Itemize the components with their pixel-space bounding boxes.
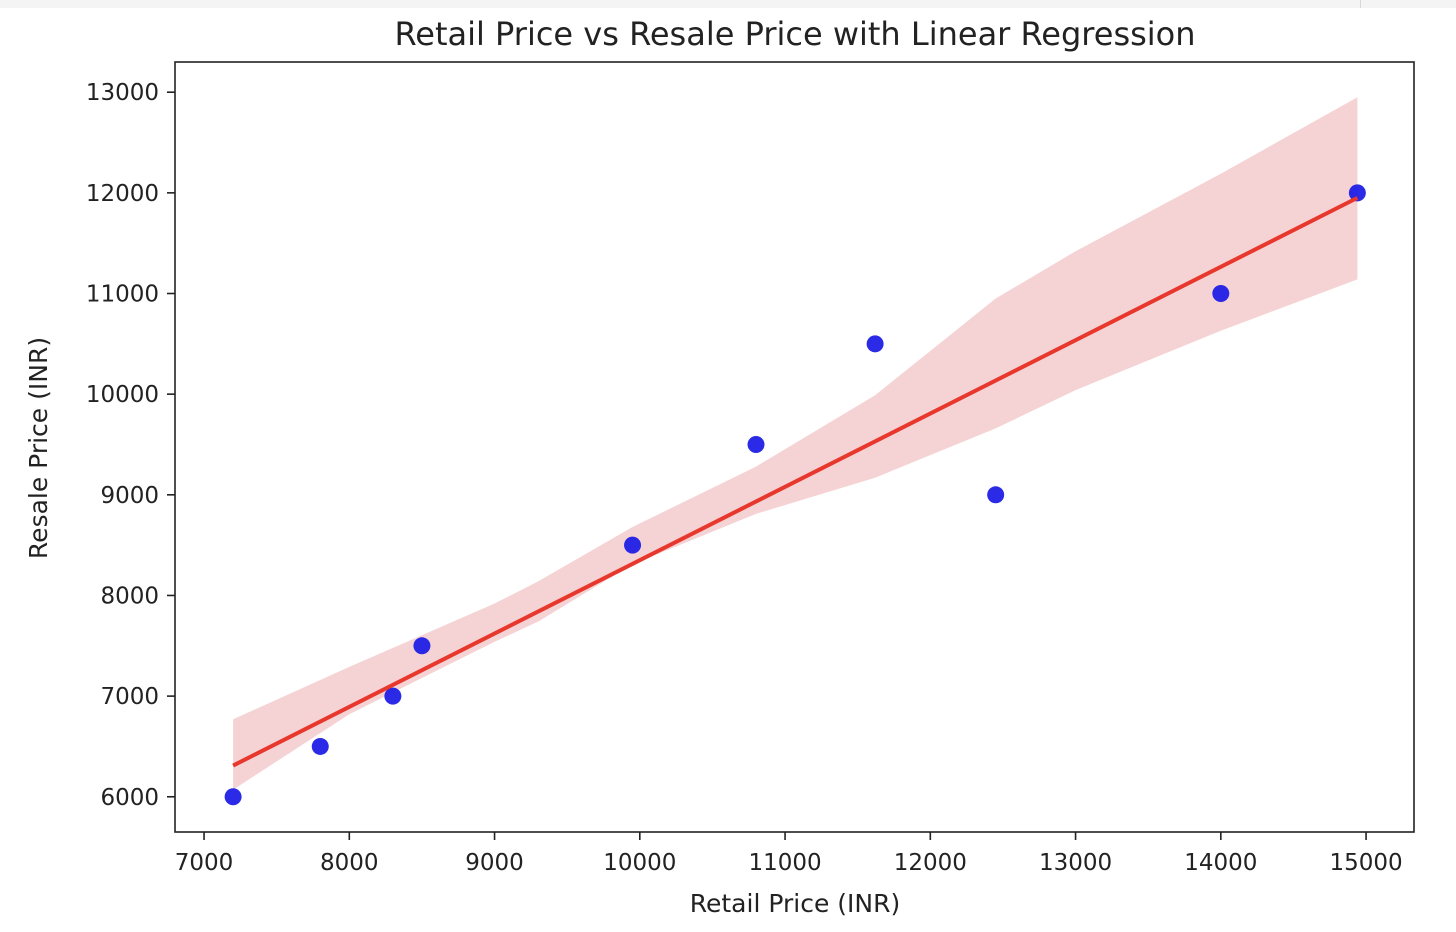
x-tick-label-10000: 10000 — [603, 850, 676, 876]
data-point-10 — [1348, 184, 1366, 202]
x-tick-label-12000: 12000 — [894, 850, 967, 876]
data-point-3 — [384, 687, 402, 705]
axes-frame — [174, 61, 1415, 833]
data-point-9 — [1212, 285, 1230, 303]
data-point-1 — [224, 788, 242, 806]
window-divider — [1360, 0, 1361, 8]
data-point-5 — [624, 536, 642, 554]
chart-title: Retail Price vs Resale Price with Linear… — [394, 15, 1195, 53]
x-tick-label-14000: 14000 — [1184, 850, 1257, 876]
y-tick-label-11000: 11000 — [86, 282, 159, 308]
y-tick-label-6000: 6000 — [100, 785, 159, 811]
y-tick-label-7000: 7000 — [100, 684, 159, 710]
y-tick-label-8000: 8000 — [100, 583, 159, 609]
plot-area: 7000 8000 9000 10000 11000 12000 13000 14000 150… — [86, 61, 1415, 876]
x-tick-label-11000: 11000 — [748, 850, 821, 876]
y-tick-label-12000: 12000 — [86, 181, 159, 207]
x-tick-label-7000: 7000 — [175, 850, 234, 876]
y-tick-label-10000: 10000 — [86, 382, 159, 408]
y-axis-label: Resale Price (INR) — [24, 337, 53, 559]
data-point-7 — [866, 335, 884, 353]
y-tick-label-9000: 9000 — [100, 483, 159, 509]
y-tick-label-13000: 13000 — [86, 80, 159, 106]
x-axis-label: Retail Price (INR) — [690, 889, 900, 918]
x-tick-label-9000: 9000 — [465, 850, 524, 876]
x-tick-label-13000: 13000 — [1039, 850, 1112, 876]
data-point-2 — [311, 737, 329, 755]
x-tick-label-8000: 8000 — [320, 850, 379, 876]
x-tick-label-15000: 15000 — [1329, 850, 1402, 876]
window-top-strip — [0, 0, 1456, 8]
data-point-4 — [413, 637, 431, 655]
data-point-6 — [747, 435, 765, 453]
confidence-band — [233, 97, 1358, 790]
regression-line — [232, 196, 1359, 768]
data-point-8 — [987, 486, 1005, 504]
